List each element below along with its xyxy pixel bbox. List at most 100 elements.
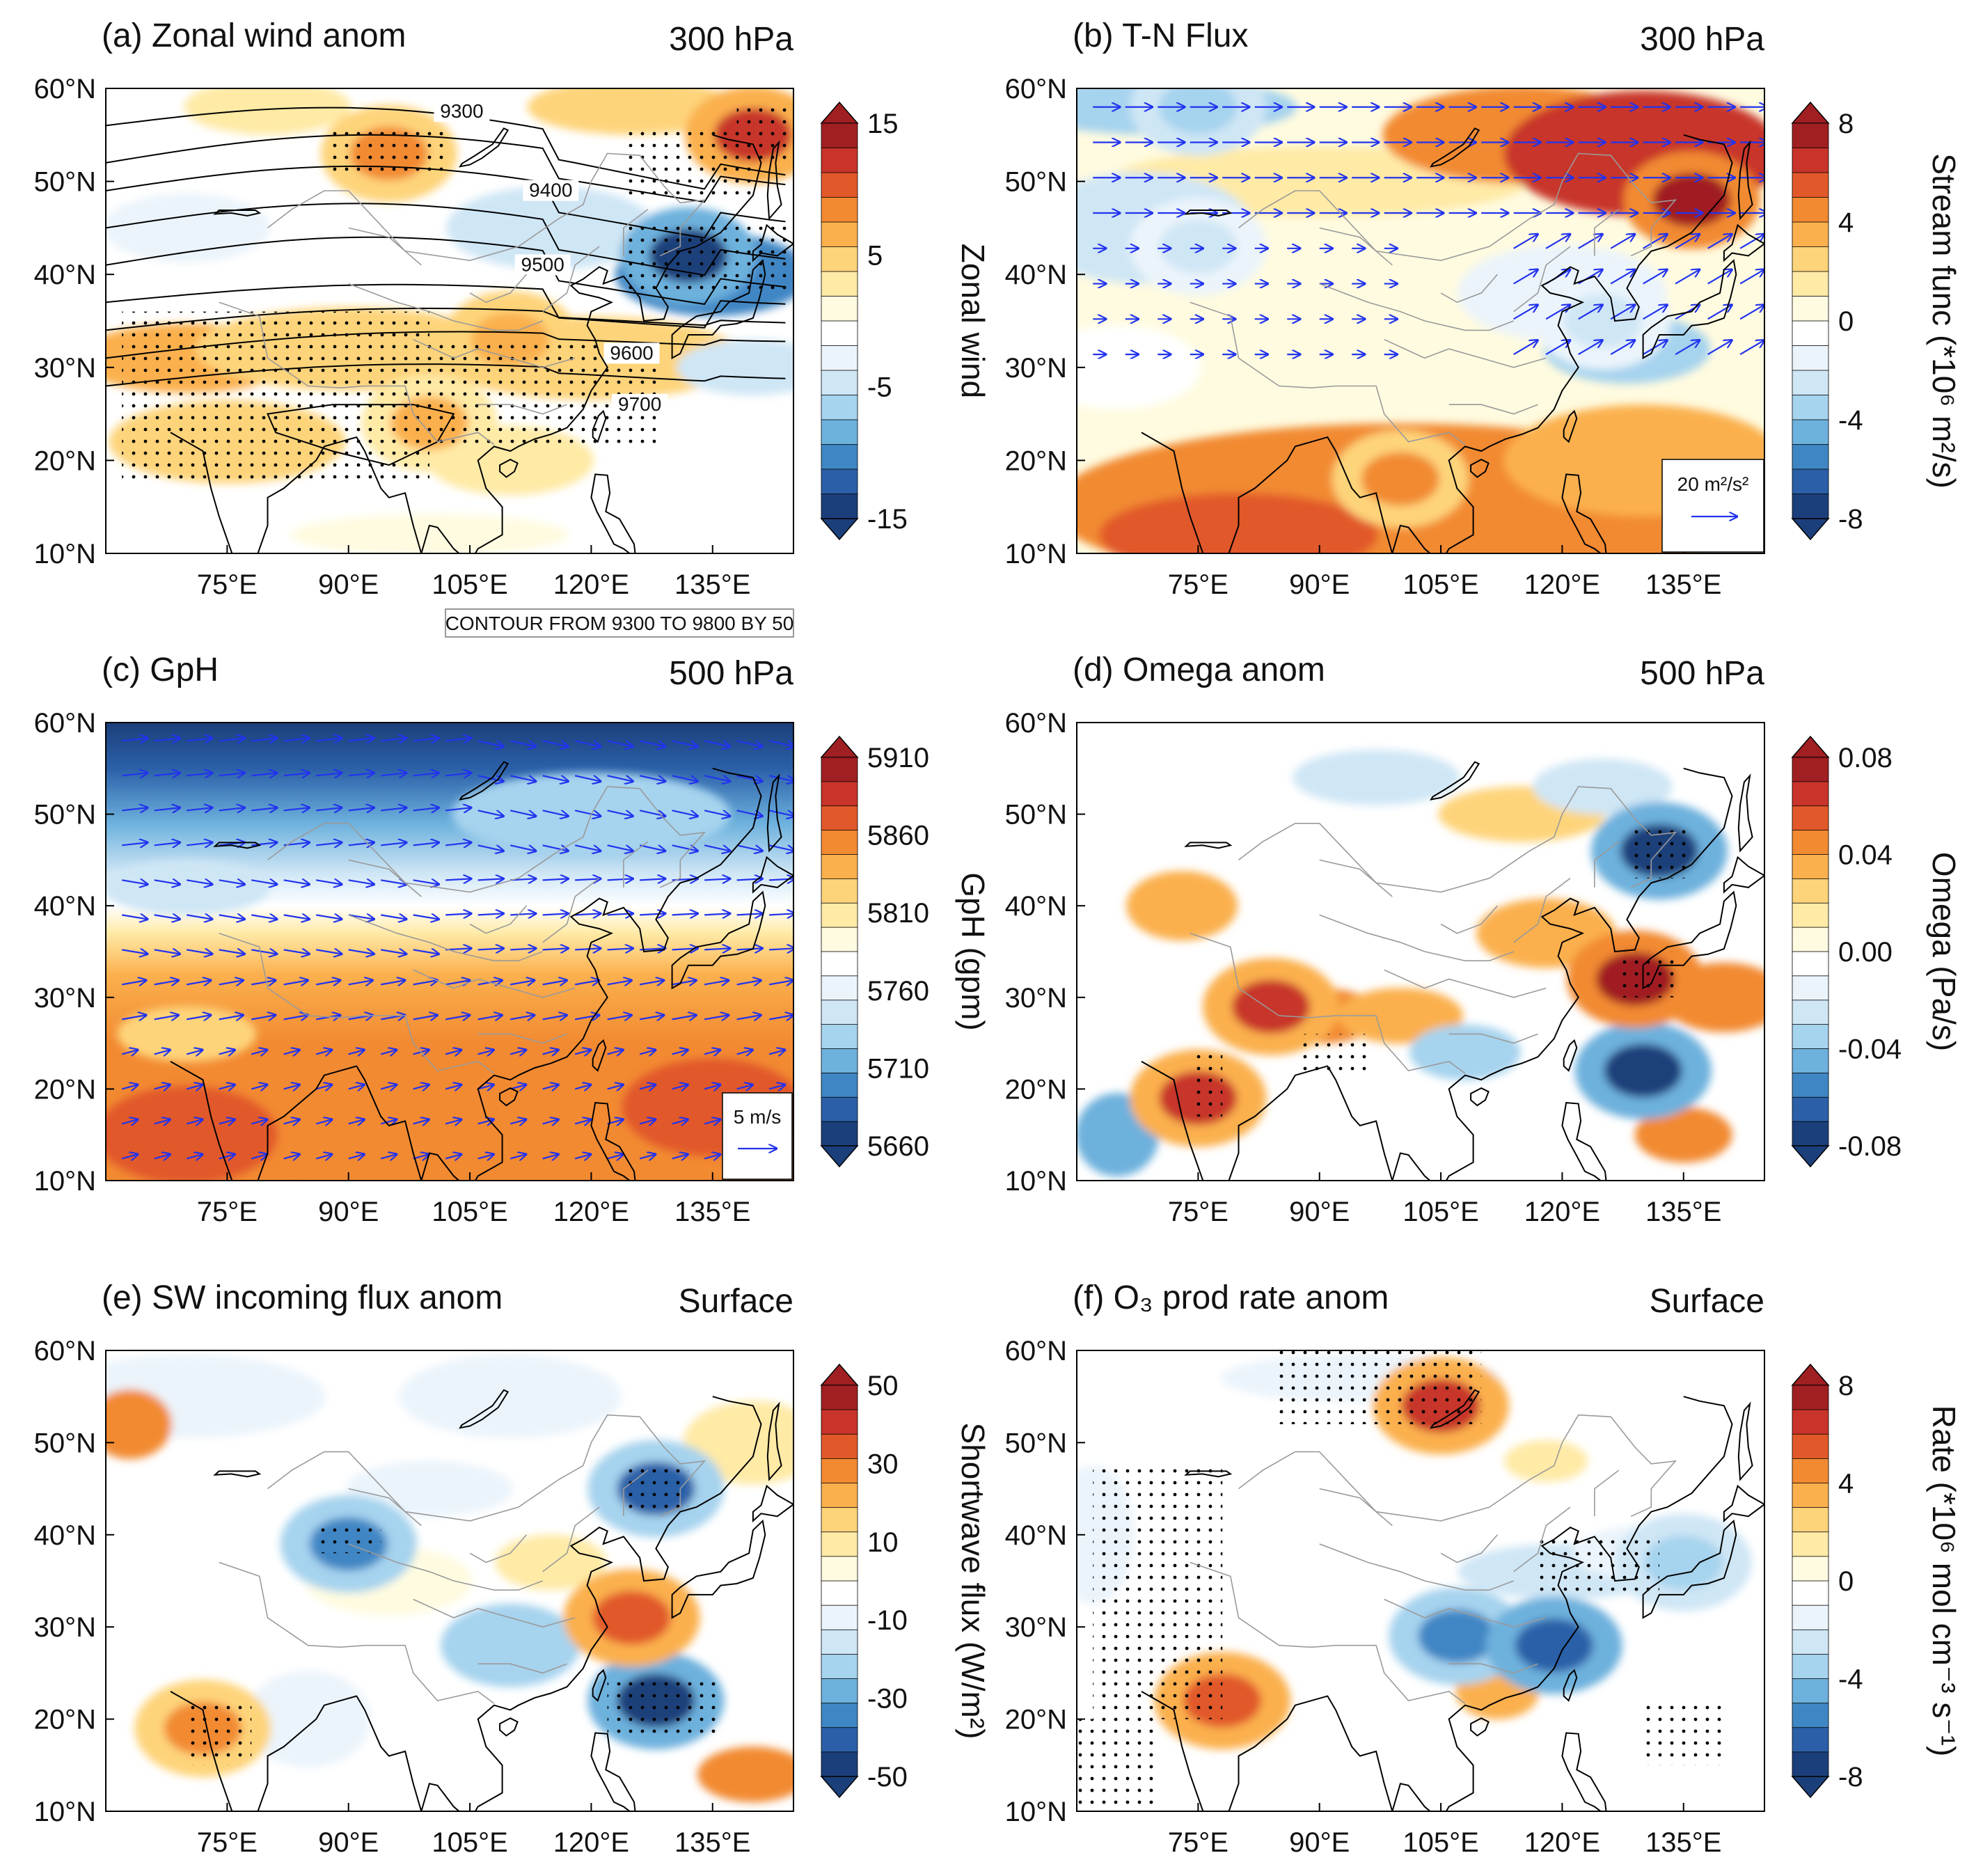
colorbar-swatch <box>821 1000 858 1025</box>
colorbar-swatch <box>1792 781 1829 807</box>
contour-info-text: CONTOUR FROM 9300 TO 9800 BY 50 <box>445 613 794 634</box>
anomaly-patch <box>495 1534 607 1591</box>
colorbar-tick-label: 15 <box>867 109 899 139</box>
island-coastline <box>671 890 766 990</box>
lake-outline <box>1184 1470 1233 1478</box>
province-border <box>348 1543 543 1591</box>
island-coastline <box>766 140 782 221</box>
colorbar-swatch <box>1792 345 1829 371</box>
wind-vector <box>251 738 276 741</box>
panel-level: 300 hPa <box>1640 21 1764 58</box>
wind-vector <box>509 1154 526 1158</box>
significance-stippling <box>736 107 793 163</box>
wind-vector <box>575 913 600 915</box>
colorbar-tick-label: 5860 <box>867 821 929 851</box>
colorbar-swatch <box>821 975 858 1001</box>
wind-vector <box>187 949 212 954</box>
wind-vector <box>542 1015 567 1019</box>
significance-stippling <box>623 1460 688 1517</box>
anomaly-patch <box>184 88 351 135</box>
province-border <box>1238 786 1677 893</box>
y-tick-label: 10°N <box>34 1797 96 1827</box>
colorbar-tick-label: -8 <box>1838 1762 1863 1792</box>
wind-vector <box>251 1015 275 1019</box>
anomaly-center <box>1361 452 1439 506</box>
province-border <box>542 246 600 313</box>
province-border <box>267 786 706 893</box>
colorbar: 5910 5860 5810 5760 5710 5660 GpH (gpm) <box>820 735 991 1168</box>
colorbar-tick-label: -50 <box>867 1762 908 1792</box>
anomaly-patch <box>1634 1107 1732 1163</box>
contour-label-bg <box>523 180 579 201</box>
colorbar-tick-label: 5 <box>867 240 883 271</box>
anomaly-patch <box>106 1355 326 1439</box>
x-tick-label: 135°E <box>674 1827 750 1858</box>
wind-vector <box>348 1050 364 1054</box>
wind-vector <box>283 949 309 954</box>
wind-vector <box>219 1119 235 1124</box>
reference-vector-box: 20 m²/s² <box>1661 459 1764 553</box>
wind-vector <box>736 948 762 949</box>
wind-vector <box>283 1119 299 1124</box>
y-tick-label: 60°N <box>1005 1336 1067 1366</box>
wind-vector <box>704 740 729 746</box>
island-coastline <box>499 1717 519 1737</box>
colorbar-tick-label: 5660 <box>867 1131 929 1162</box>
wind-vector <box>509 1050 526 1054</box>
x-tick-label: 120°E <box>1524 1197 1600 1227</box>
island-coastline <box>266 555 282 592</box>
colorbar-swatch <box>821 902 858 929</box>
island-coastline <box>752 1484 793 1523</box>
anomaly-center <box>1644 1536 1723 1590</box>
height-contour <box>106 236 786 306</box>
x-tick-label: 90°E <box>318 1827 379 1858</box>
wind-vector <box>219 1154 235 1158</box>
map-lines <box>1141 761 1764 1181</box>
wind-vector <box>477 913 503 915</box>
colorbar: 8 4 0 -4 -8 Rate (*10⁶ mol cm⁻³ s⁻¹) <box>1791 1363 1962 1799</box>
wind-vector <box>154 1050 170 1054</box>
wind-vector <box>769 948 793 949</box>
y-tick-label: 30°N <box>1005 983 1067 1014</box>
colorbar-swatch <box>821 1458 858 1484</box>
colorbar-swatch <box>821 172 858 198</box>
island-coastline <box>1470 458 1490 478</box>
wind-vector <box>445 1015 469 1019</box>
wind-vector <box>413 880 439 884</box>
map-frame <box>1076 1350 1765 1812</box>
province-border <box>469 274 528 304</box>
province-border <box>348 283 543 331</box>
colorbar-tick-label: 5760 <box>867 976 929 1007</box>
colorbar-swatch <box>821 1483 858 1508</box>
y-tick-label: 60°N <box>34 1336 96 1366</box>
wind-vector <box>542 810 568 816</box>
colorbar-swatch <box>821 878 858 904</box>
wind-vector <box>736 1050 752 1054</box>
colorbar-swatch <box>821 1727 858 1753</box>
anomaly-patch <box>676 339 793 395</box>
wind-vector <box>574 740 600 746</box>
wind-vector <box>639 844 665 851</box>
wind-vector <box>187 880 212 884</box>
wind-vector <box>639 740 665 746</box>
significance-stippling <box>1618 952 1676 998</box>
map-lines <box>170 761 793 1181</box>
colorbar-swatch <box>821 444 858 470</box>
province-border <box>1319 1488 1393 1527</box>
significance-stippling <box>122 311 429 480</box>
x-tick-label: 120°E <box>553 569 629 600</box>
wind-vector <box>672 1085 688 1089</box>
wind-vector <box>607 878 633 880</box>
lake-outline <box>1430 127 1480 168</box>
wind-vector <box>1739 305 1764 320</box>
wind-vector <box>542 775 568 781</box>
wind-vector <box>122 980 145 984</box>
colorbar-swatch <box>1792 123 1829 149</box>
wind-vector <box>607 1015 631 1019</box>
y-tick-label: 10°N <box>1005 1797 1067 1827</box>
significance-stippling <box>1538 1534 1659 1600</box>
colorbar-swatch <box>821 781 858 807</box>
wind-vector <box>704 1154 720 1158</box>
panel-title: (b) T-N Flux <box>1073 17 1248 54</box>
wind-vector <box>1643 340 1667 356</box>
